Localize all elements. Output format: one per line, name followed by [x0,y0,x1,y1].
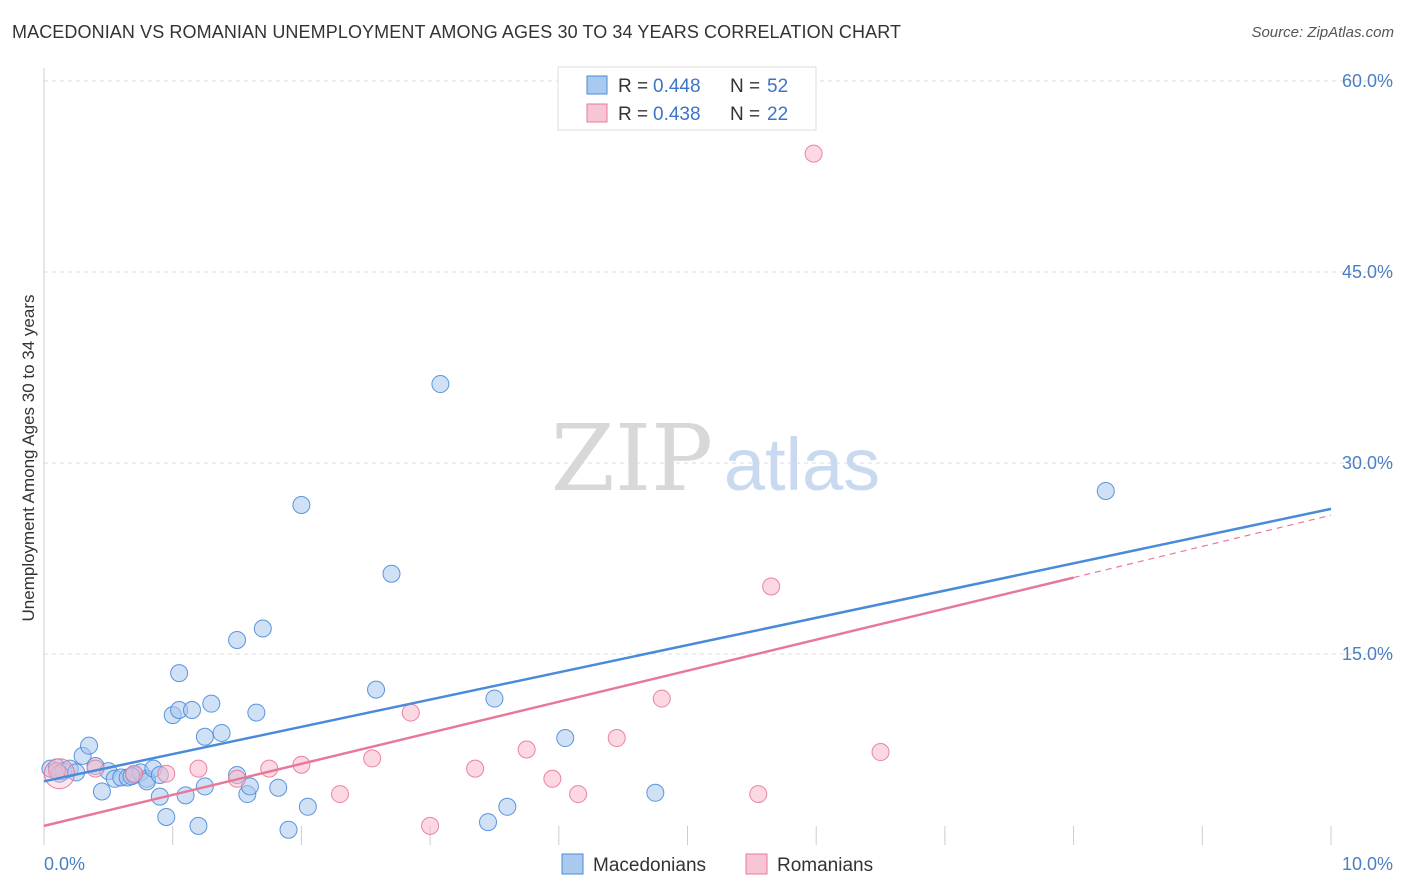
macedonian-point-37 [269,778,288,797]
romanian-point-4 [189,759,208,778]
watermark-atlas: atlas [724,423,880,506]
romanian-point-19 [762,577,781,596]
romanian-trend-extension [1073,514,1332,579]
legend-r-value-1: 0.448 [653,76,701,97]
macedonian-point-46 [498,797,517,816]
romanian-point-3 [157,764,176,783]
romanian-point-14 [543,769,562,788]
romanian-point-2 [125,764,144,783]
macedonian-point-40 [298,797,317,816]
macedonian-point-26 [189,816,208,835]
macedonian-point-48 [646,783,665,802]
bottom-legend-swatch-blue [561,853,584,875]
legend-swatch-pink [586,103,608,123]
y-tick-label-1: 30.0% [1342,453,1393,473]
legend-r-label-2: R = [618,104,648,125]
y-axis-label: Unemployment Among Ages 30 to 34 years [19,295,38,622]
romanian-trend-line [43,576,1074,828]
romanian-point-21 [871,743,890,762]
romanian-point-9 [363,749,382,768]
romanian-point-13 [517,740,536,759]
tick-labels: 15.0% 30.0% 45.0% 60.0% 0.0% 10.0% [44,71,1393,874]
series-romanians [43,144,890,835]
macedonian-point-22 [170,664,189,683]
macedonian-trend-line [43,507,1332,783]
series-legend: Macedonians Romanians [561,853,873,876]
grid-lines [44,80,1394,655]
y-tick-label-0: 15.0% [1342,644,1393,664]
macedonian-point-8 [92,782,111,801]
romanian-point-15 [569,785,588,804]
macedonian-point-43 [431,375,450,394]
romanian-point-17 [652,689,671,708]
romanian-point-18 [749,785,768,804]
legend-n-value-1: 52 [767,76,788,97]
macedonian-point-41 [367,680,386,699]
macedonian-point-29 [202,694,221,713]
romanian-point-10 [401,703,420,722]
legend-n-value-2: 22 [767,104,788,125]
romanian-point-11 [421,816,440,835]
bottom-legend-macedonians: Macedonians [593,855,706,876]
macedonian-point-20 [157,807,176,826]
romanian-point-8 [331,785,350,804]
stats-legend: R = 0.448 N = 52 R = 0.438 N = 22 [557,66,817,131]
cluster-marker [43,758,75,790]
chart-title: MACEDONIAN VS ROMANIAN UNEMPLOYMENT AMON… [12,22,902,42]
macedonian-point-45 [485,689,504,708]
macedonian-point-42 [382,564,401,583]
romanian-point-16 [607,729,626,748]
macedonian-point-25 [183,701,202,720]
macedonian-point-44 [479,813,498,832]
romanian-point-6 [260,759,279,778]
macedonian-point-28 [195,727,214,746]
y-tick-label-3: 60.0% [1342,71,1393,91]
source-credit: Source: ZipAtlas.com [1251,24,1394,41]
trend-lines [43,507,1332,828]
macedonian-point-30 [212,723,231,742]
macedonian-point-32 [228,630,247,649]
macedonian-point-35 [247,703,266,722]
legend-n-label-1: N = [730,76,760,97]
legend-n-label-2: N = [730,104,760,125]
watermark-zip: ZIP [551,405,713,512]
bottom-legend-swatch-pink [745,853,768,875]
legend-swatch-blue [586,75,608,95]
x-tick-label-1: 10.0% [1342,854,1393,874]
watermark: ZIP atlas [551,405,880,512]
romanian-point-20 [804,144,823,163]
macedonian-point-6 [80,736,99,755]
macedonian-point-49 [1096,482,1115,501]
macedonian-point-39 [292,496,311,515]
macedonian-point-36 [253,619,272,638]
legend-r-value-2: 0.438 [653,104,701,125]
y-tick-label-2: 45.0% [1342,262,1393,282]
macedonian-point-47 [556,729,575,748]
x-tick-label-0: 0.0% [44,854,85,874]
axes [43,68,1332,845]
macedonian-point-38 [279,820,298,839]
romanian-point-12 [466,759,485,778]
legend-r-label-1: R = [618,76,648,97]
bottom-legend-romanians: Romanians [777,855,873,876]
